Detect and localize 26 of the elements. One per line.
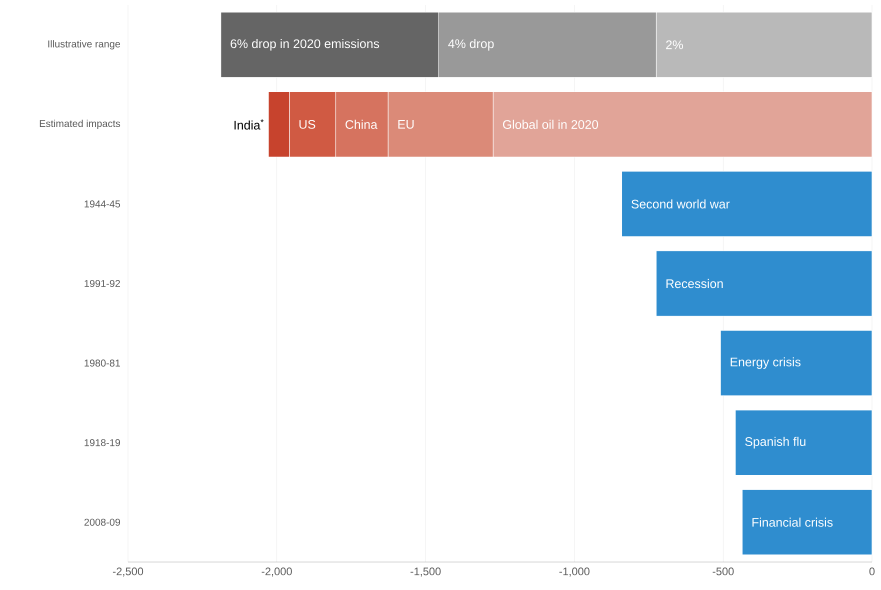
x-tick-label: -1,000 [559, 568, 590, 577]
y-tick-label: Illustrative range [48, 40, 120, 50]
series-label: Energy crisis [730, 357, 801, 369]
y-tick-label: 1918-19 [84, 439, 120, 446]
y-tick-label: 1944-45 [84, 200, 120, 208]
series-label: US [299, 120, 316, 129]
x-tick-label: -2,500 [112, 568, 144, 577]
series-label: Financial crisis [752, 518, 833, 527]
y-tick-label: 1991-92 [84, 280, 120, 288]
series-label: EU [398, 120, 414, 129]
series-label: Second world war [631, 199, 730, 209]
series-label: India$^{*}$ [234, 119, 264, 130]
x-tick-label: -2,000 [262, 568, 292, 577]
x-tick-label: 0 [869, 568, 875, 576]
series-label: Recession [666, 278, 723, 288]
series-label: 2% [666, 40, 683, 50]
series-label: 4% drop [448, 38, 494, 51]
y-tick-label: Estimated impacts [40, 120, 120, 129]
x-tick-label: -1,500 [410, 568, 441, 577]
series-label: Spanish flu [745, 436, 806, 448]
series-label: 6% drop in 2020 emissions [230, 38, 380, 51]
series-label: China [346, 120, 378, 129]
x-tick-label: -500 [712, 568, 734, 576]
y-tick-label: 1980-81 [84, 360, 120, 367]
series-label: Global oil in 2020 [502, 120, 598, 129]
y-tick-label: 2008-09 [84, 518, 120, 526]
